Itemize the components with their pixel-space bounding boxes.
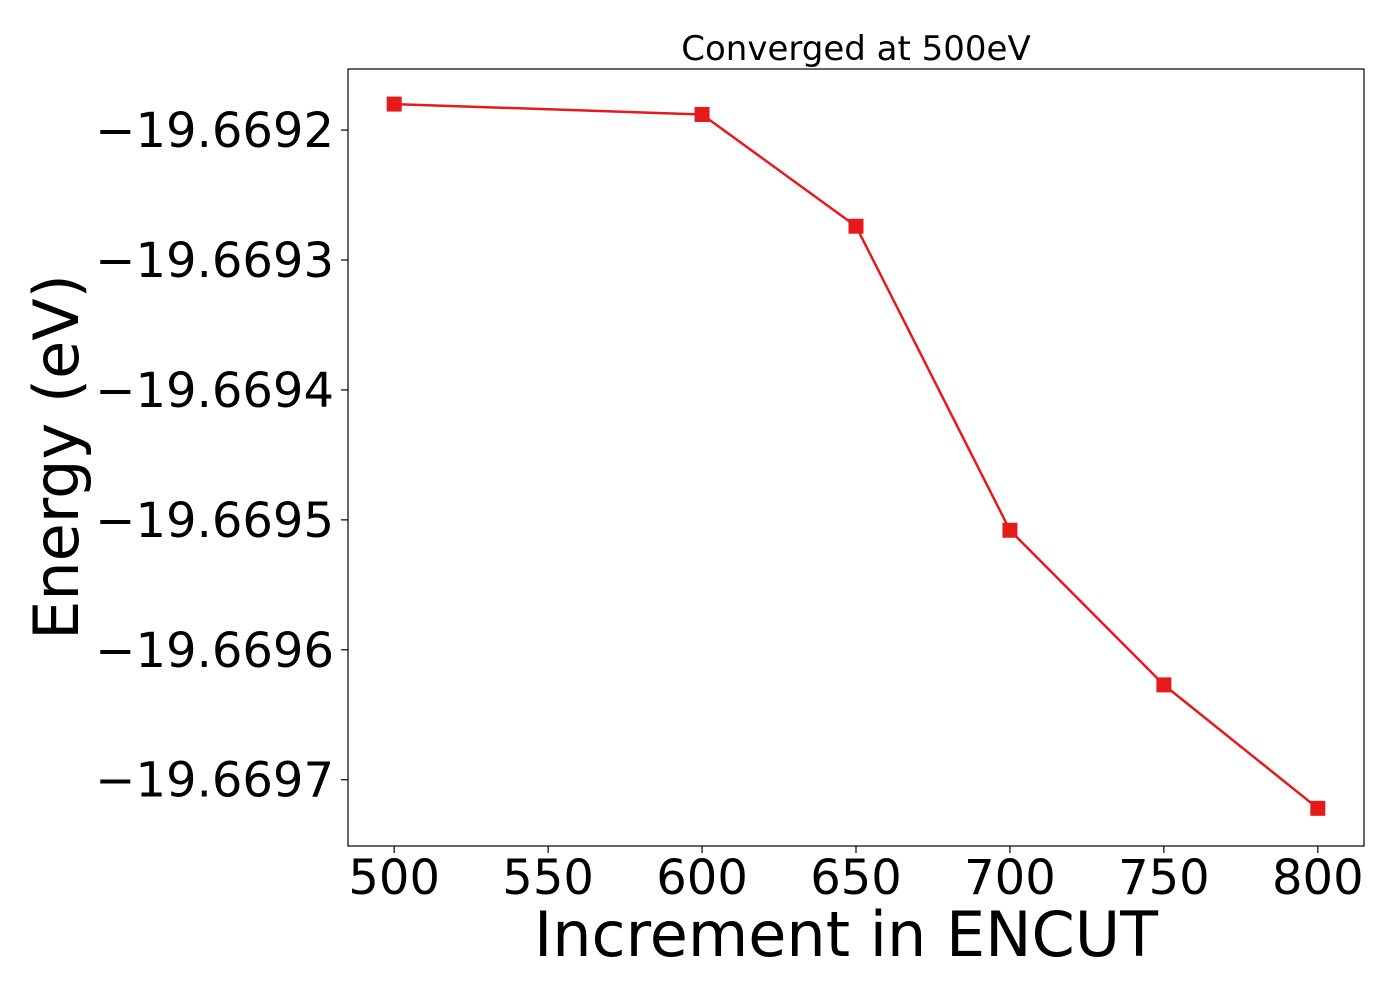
data-point-marker [1310, 800, 1326, 816]
y-axis-title: Energy (eV) [20, 274, 93, 640]
x-axis-title: Increment in ENCUT [534, 898, 1159, 971]
y-tick-label: −19.6697 [95, 753, 334, 809]
y-tick-label: −19.6694 [95, 363, 334, 419]
data-point-marker [694, 106, 710, 122]
y-tick-label: −19.6692 [95, 103, 334, 159]
data-point-marker [1002, 522, 1018, 538]
x-tick-label: 700 [964, 850, 1056, 906]
y-tick-label: −19.6695 [95, 493, 334, 549]
data-point-marker [386, 96, 402, 112]
x-tick-label: 800 [1272, 850, 1364, 906]
x-tick-label: 650 [810, 850, 902, 906]
x-axis-ticks: 500 550 600 650 700 750 800 [348, 846, 1364, 906]
plot-area-frame [347, 68, 1365, 847]
data-point-marker [1156, 677, 1172, 693]
y-tick-label: −19.6696 [95, 623, 334, 679]
x-tick-label: 550 [502, 850, 594, 906]
chart-title: Converged at 500eV [681, 29, 1030, 69]
x-tick-label: 750 [1118, 850, 1210, 906]
data-point-marker [848, 218, 864, 234]
x-tick-label: 600 [656, 850, 748, 906]
y-axis-ticks: −19.6692 −19.6693 −19.6694 −19.6695 −19.6696… [95, 103, 348, 809]
x-tick-label: 500 [348, 850, 440, 906]
series-line [394, 102, 1319, 810]
y-tick-label: −19.6693 [95, 233, 334, 289]
series-layer [386, 96, 1326, 816]
